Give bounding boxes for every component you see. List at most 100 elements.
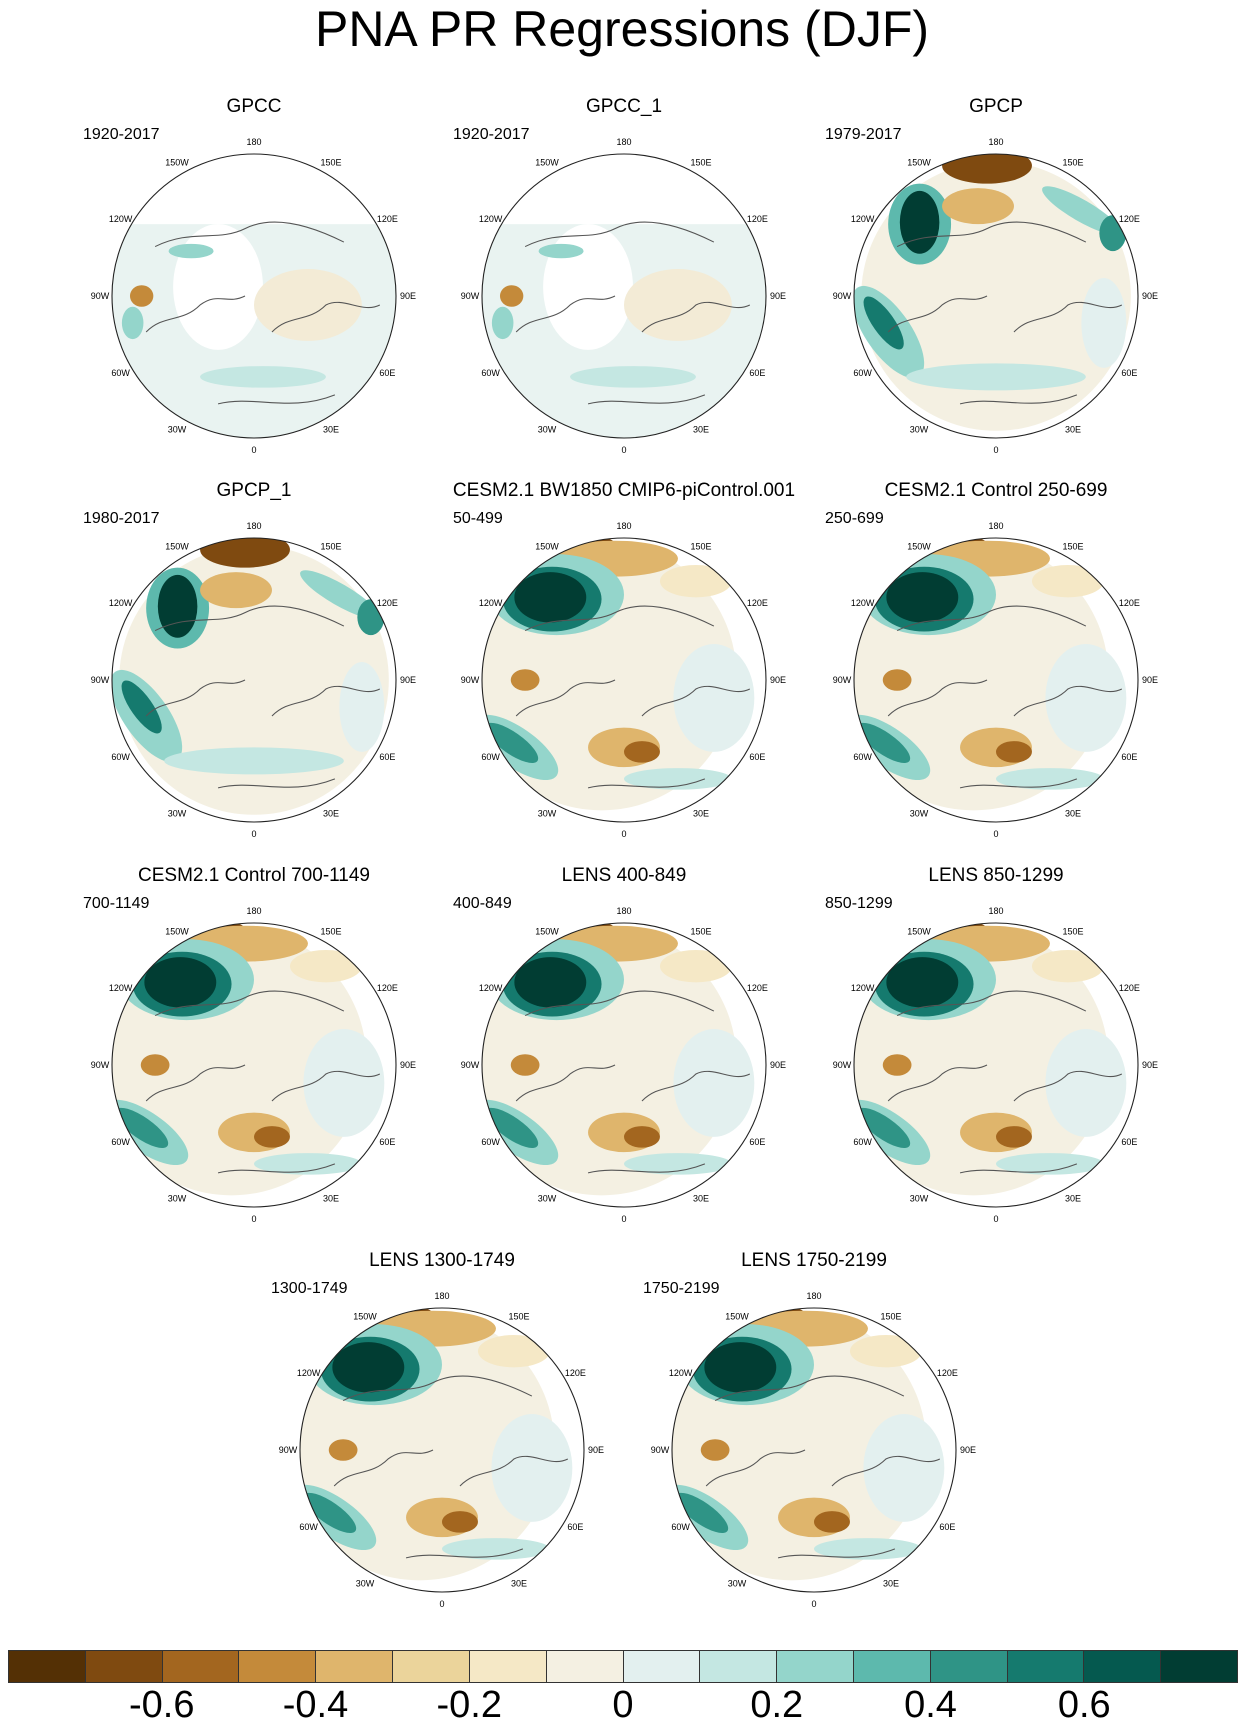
panel-period: 1300-1749 xyxy=(271,1280,348,1297)
anomaly-shading xyxy=(499,285,524,307)
longitude-label: 30E xyxy=(323,1193,339,1203)
anomaly-shading xyxy=(303,1029,385,1137)
anomaly-shading xyxy=(514,957,587,1008)
anomaly-shading xyxy=(996,741,1032,763)
colorbar-tick-label: -0.2 xyxy=(436,1684,502,1726)
longitude-label: 30W xyxy=(728,1578,747,1588)
longitude-label: 150W xyxy=(907,927,931,937)
longitude-label: 60E xyxy=(1121,368,1137,378)
longitude-label: 180 xyxy=(988,137,1003,147)
figure-title: PNA PR Regressions (DJF) xyxy=(314,1,930,57)
longitude-label: 180 xyxy=(616,906,631,916)
colorbar-tick-label: -0.6 xyxy=(129,1684,195,1726)
longitude-label: 150W xyxy=(535,158,559,168)
longitude-label: 30E xyxy=(1065,424,1081,434)
colorbar-swatch xyxy=(316,1651,394,1682)
panel-title: CESM2.1 Control 700-1149 xyxy=(138,865,370,886)
anomaly-shading xyxy=(899,190,940,254)
anomaly-shading xyxy=(485,722,539,764)
anomaly-shading xyxy=(477,1334,550,1368)
anomaly-shading xyxy=(624,1153,732,1175)
anomaly-shading xyxy=(254,269,362,341)
colorbar-tick-label: -0.4 xyxy=(282,1684,349,1726)
longitude-label: 30E xyxy=(323,808,339,818)
anomaly-shading xyxy=(164,747,344,775)
longitude-label: 120W xyxy=(109,983,133,993)
anomaly-shading xyxy=(510,1054,540,1076)
longitude-label: 0 xyxy=(811,1599,816,1609)
anomaly-shading xyxy=(1081,278,1127,368)
longitude-label: 90W xyxy=(651,1445,670,1455)
colorbar-swatch xyxy=(85,1651,163,1682)
colorbar-swatch xyxy=(9,1651,86,1682)
panel-period: 1920-2017 xyxy=(453,126,530,143)
regression-field xyxy=(672,1308,945,1581)
anomaly-shading xyxy=(849,1334,922,1368)
anomaly-shading xyxy=(514,572,587,623)
longitude-label: 60E xyxy=(749,368,765,378)
longitude-label: 150E xyxy=(880,1312,901,1322)
longitude-label: 120E xyxy=(565,1368,586,1378)
longitude-label: 60W xyxy=(853,752,872,762)
regression-field xyxy=(482,538,755,811)
longitude-label: 120W xyxy=(669,1368,693,1378)
longitude-label: 90W xyxy=(91,291,110,301)
panel-title: CESM2.1 Control 250-699 xyxy=(884,480,1108,501)
colorbar-swatch xyxy=(1084,1651,1162,1682)
longitude-label: 150W xyxy=(535,542,559,552)
longitude-label: 30E xyxy=(693,424,709,434)
longitude-label: 120W xyxy=(479,214,503,224)
colorbar-swatch xyxy=(853,1651,931,1682)
longitude-label: 60E xyxy=(567,1522,583,1532)
longitude-label: 120E xyxy=(377,214,398,224)
longitude-label: 150W xyxy=(353,1312,377,1322)
map-boundary xyxy=(481,922,767,1208)
longitude-label: 90E xyxy=(1142,291,1158,301)
longitude-label: 150E xyxy=(508,1312,529,1322)
longitude-label: 150W xyxy=(907,542,931,552)
longitude-label: 0 xyxy=(621,445,626,455)
longitude-label: 0 xyxy=(993,829,998,839)
anomaly-shading xyxy=(1042,186,1121,235)
longitude-label: 180 xyxy=(988,906,1003,916)
longitude-label: 180 xyxy=(246,906,261,916)
longitude-label: 0 xyxy=(621,1214,626,1224)
longitude-label: 30E xyxy=(693,1193,709,1203)
colorbar-tick-label: 0.4 xyxy=(904,1684,957,1726)
regression-field xyxy=(112,538,389,815)
anomaly-shading xyxy=(882,669,912,691)
map-panel-gpcc-1: 180 150E 120E 90E 60E 30E 0 30W 60W 90W 120W 150W G… xyxy=(434,96,814,476)
anomaly-shading xyxy=(659,564,732,598)
anomaly-shading xyxy=(863,1414,945,1522)
longitude-label: 60E xyxy=(1121,1137,1137,1147)
anomaly-shading xyxy=(570,366,696,388)
colorbar-swatch xyxy=(930,1651,1008,1682)
colorbar-swatch xyxy=(469,1651,547,1682)
anomaly-shading xyxy=(675,1492,729,1534)
longitude-label: 30W xyxy=(910,1193,929,1203)
map-boundary xyxy=(111,922,397,1208)
longitude-label: 150E xyxy=(690,542,711,552)
panel-period: 1980-2017 xyxy=(83,510,160,527)
coastline xyxy=(145,990,381,1174)
longitude-label: 180 xyxy=(806,1291,821,1301)
anomaly-shading xyxy=(624,269,732,341)
map-panel-cesm-control-250: 180 150E 120E 90E 60E 30E 0 30W 60W 90W 120W 150W C… xyxy=(806,480,1186,860)
anomaly-shading xyxy=(1031,564,1104,598)
longitude-label: 90E xyxy=(770,1060,786,1070)
longitude-label: 90W xyxy=(91,1060,110,1070)
anomaly-shading xyxy=(704,1342,777,1393)
longitude-label: 30W xyxy=(538,808,557,818)
polar-map: 180 150E 120E 90E 60E 30E 0 30W 60W 90W 120W 150W xyxy=(833,137,1158,455)
longitude-label: 150W xyxy=(725,1312,749,1322)
colorbar-swatch xyxy=(546,1651,624,1682)
polar-map: 180 150E 120E 90E 60E 30E 0 30W 60W 90W 120W 150W xyxy=(91,521,416,839)
longitude-label: 30W xyxy=(168,808,187,818)
coastline xyxy=(515,605,751,789)
longitude-label: 120W xyxy=(109,214,133,224)
polar-map: 180 150E 120E 90E 60E 30E 0 30W 60W 90W 120W 150W xyxy=(91,906,416,1224)
colorbar-swatch xyxy=(1161,1651,1237,1682)
panel-title: GPCC_1 xyxy=(585,96,663,117)
coastline xyxy=(515,221,751,405)
longitude-label: 120E xyxy=(937,1368,958,1378)
